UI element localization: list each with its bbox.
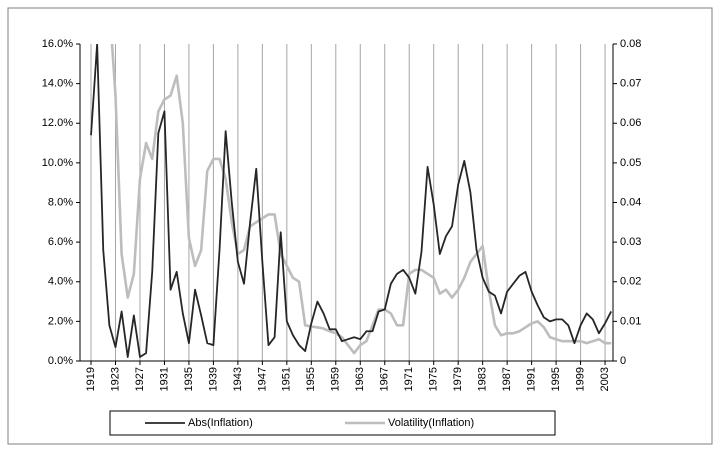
x-tick-label: 1995 [550, 367, 562, 391]
y2-tick-label: 0.08 [620, 38, 641, 50]
x-tick-label: 1967 [379, 367, 391, 391]
y2-tick-label: 0.05 [620, 157, 641, 169]
x-tick-label: 1971 [403, 367, 415, 391]
legend-label: Abs(Inflation) [188, 417, 253, 429]
series-line [90, 44, 612, 358]
x-tick-label: 1951 [281, 367, 293, 391]
x-tick-label: 1919 [85, 367, 97, 391]
y2-tick-label: 0.01 [620, 315, 641, 327]
x-tick-label: 1999 [574, 367, 586, 391]
y2-tick-label: 0.04 [620, 196, 641, 208]
x-tick-label: 1927 [134, 367, 146, 391]
x-tick-label: 1959 [330, 367, 342, 391]
y-tick-label: 12.0% [42, 117, 73, 129]
y-tick-label: 16.0% [42, 38, 73, 50]
y-tick-label: 2.0% [48, 315, 73, 327]
y-tick-label: 0.0% [48, 355, 73, 367]
x-tick-label: 1975 [428, 367, 440, 391]
x-tick-label: 1991 [526, 367, 538, 391]
y-tick-label: 8.0% [48, 196, 73, 208]
x-tick-label: 2003 [599, 367, 611, 391]
y2-tick-label: 0 [620, 355, 626, 367]
y-tick-label: 14.0% [42, 78, 73, 90]
x-tick-label: 1939 [207, 367, 219, 391]
x-tick-label: 1983 [477, 367, 489, 391]
y2-tick-label: 0.07 [620, 78, 641, 90]
x-tick-label: 1947 [256, 367, 268, 391]
x-tick-label: 1987 [501, 367, 513, 391]
y2-tick-label: 0.06 [620, 117, 641, 129]
x-tick-label: 1931 [158, 367, 170, 391]
y-tick-label: 4.0% [48, 276, 73, 288]
x-tick-label: 1935 [183, 367, 195, 391]
x-tick-label: 1923 [109, 367, 121, 391]
y2-tick-label: 0.03 [620, 236, 641, 248]
x-tick-label: 1943 [232, 367, 244, 391]
y-tick-label: 10.0% [42, 157, 73, 169]
x-tick-label: 1955 [305, 367, 317, 391]
x-tick-label: 1963 [354, 367, 366, 391]
y-tick-label: 6.0% [48, 236, 73, 248]
legend-label: Volatility(Inflation) [388, 417, 474, 429]
series-line [110, 44, 612, 355]
x-tick-label: 1979 [452, 367, 464, 391]
y2-tick-label: 0.02 [620, 276, 641, 288]
